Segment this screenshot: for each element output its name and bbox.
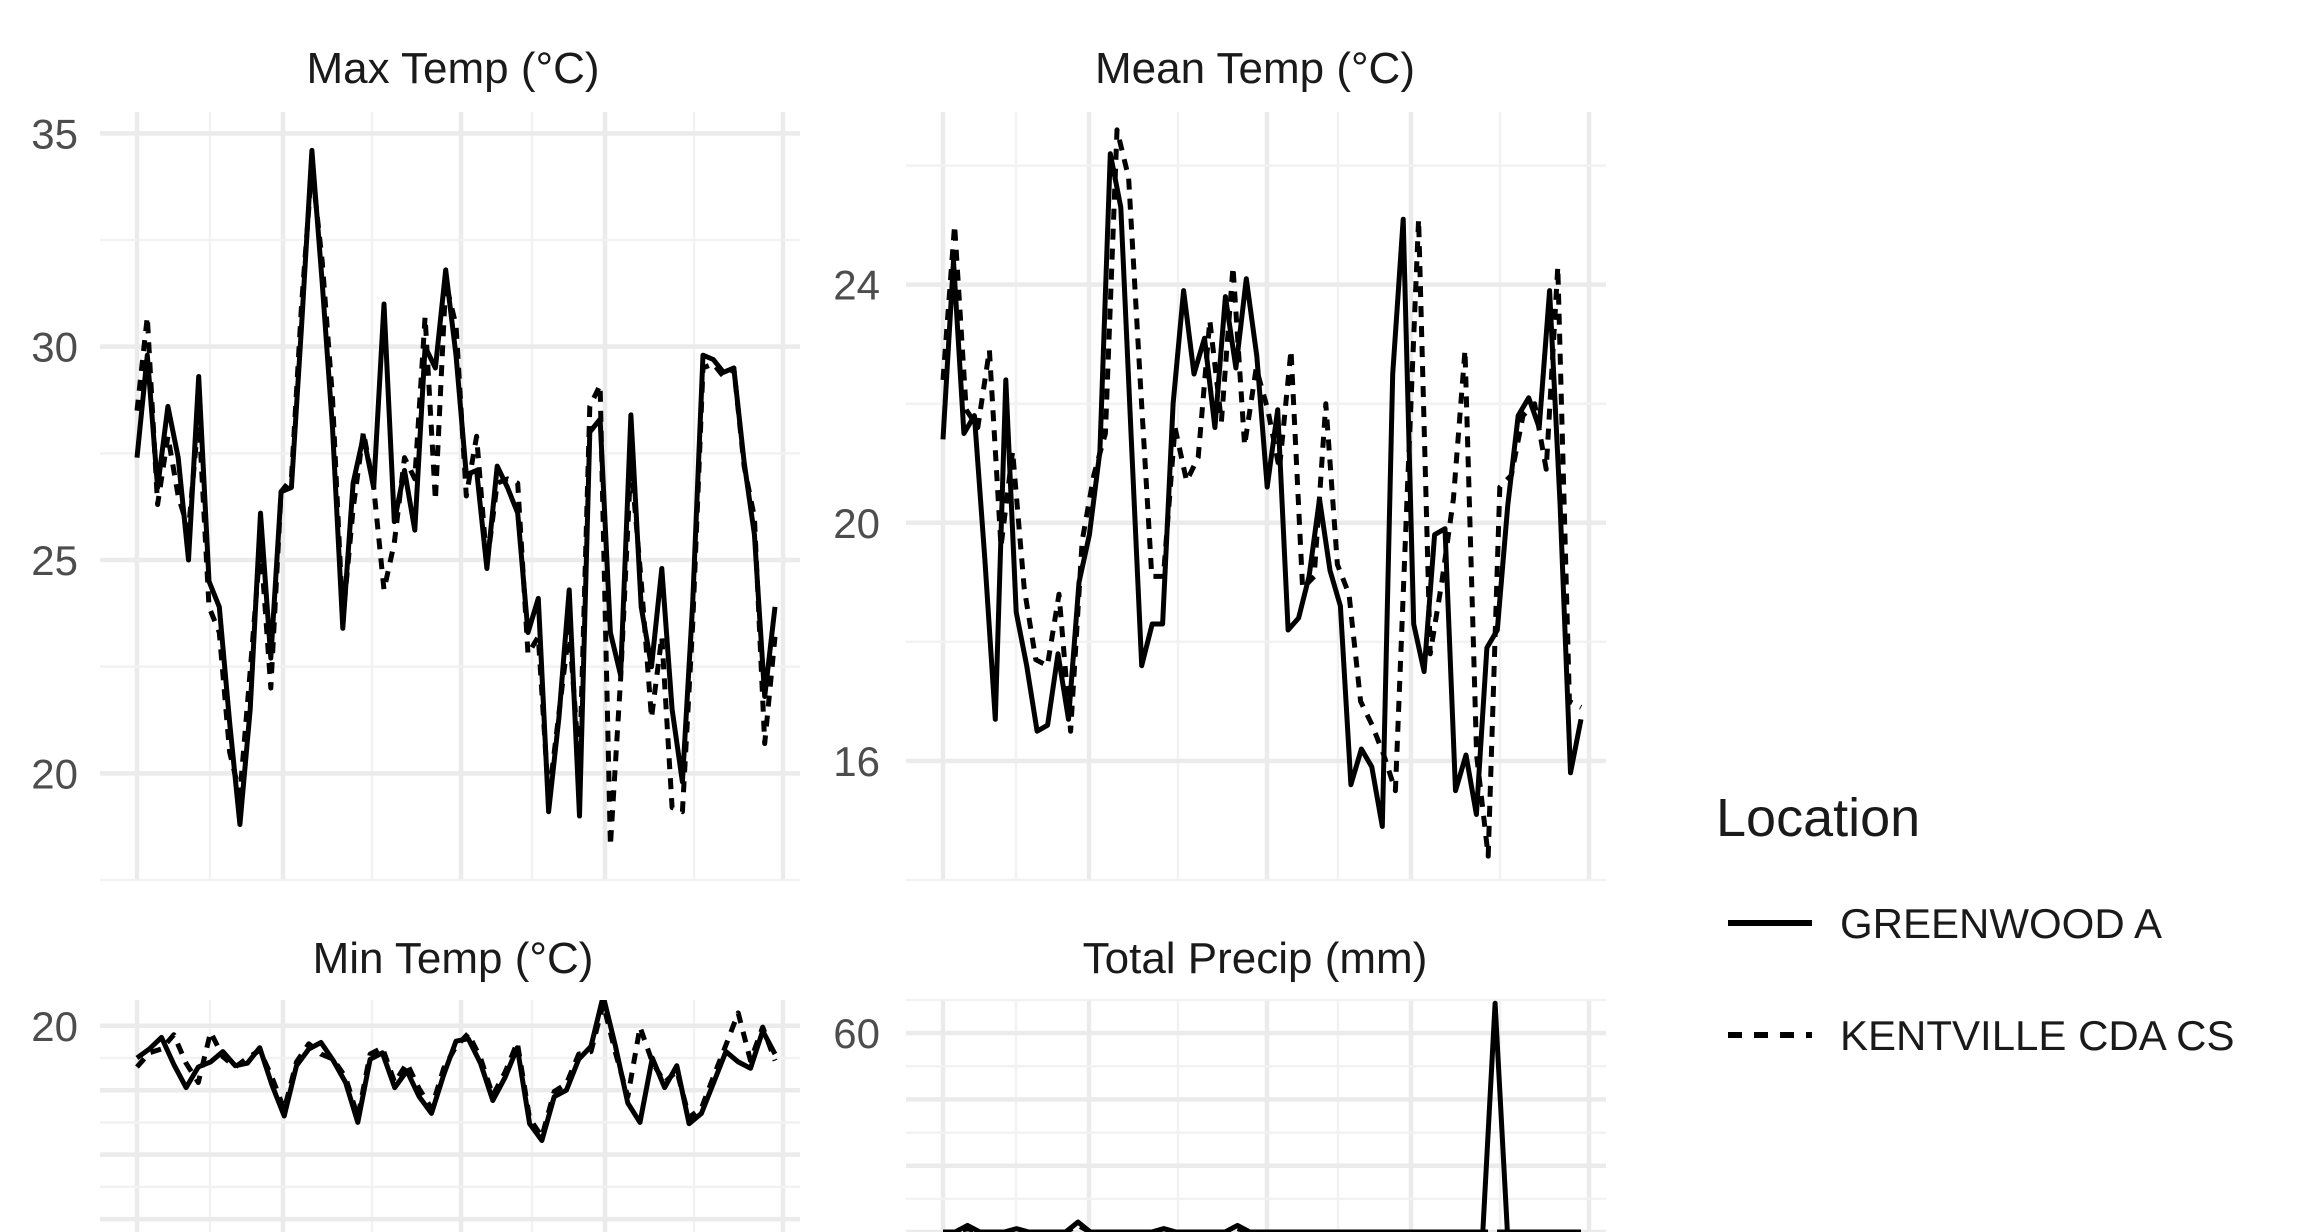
grid-total-precip <box>906 998 1606 1232</box>
legend-label-greenwood: GREENWOOD A <box>1840 900 2162 947</box>
y-ticks-max-temp: 20 25 30 35 <box>31 110 78 797</box>
panel-title-max-temp: Max Temp (°C) <box>306 44 599 93</box>
y-tick-label: 25 <box>31 537 78 584</box>
panel-total-precip: Total Precip (mm) 60 <box>833 934 1606 1232</box>
lines-mean-temp <box>940 127 1584 859</box>
lines-min-temp <box>135 1000 778 1143</box>
panel-title-total-precip: Total Precip (mm) <box>1083 934 1428 983</box>
lines-max-temp <box>134 147 778 849</box>
series-line-greenwood <box>134 147 778 827</box>
legend: Location GREENWOOD A KENTVILLE CDA CS <box>1716 788 2234 1059</box>
legend-title: Location <box>1716 788 1920 848</box>
panel-min-temp: Min Temp (°C) 20 <box>31 934 800 1232</box>
y-tick-label: 35 <box>31 110 78 157</box>
panel-max-temp: Max Temp (°C) 20 25 30 35 <box>31 44 800 882</box>
panel-title-min-temp: Min Temp (°C) <box>313 934 594 983</box>
panel-title-mean-temp: Mean Temp (°C) <box>1095 44 1415 93</box>
series-line-kentville <box>134 165 778 849</box>
y-tick-label: 20 <box>833 500 880 547</box>
series-line-greenwood <box>940 151 1584 829</box>
series-line-kentville <box>135 1001 778 1140</box>
grid-mean-temp <box>906 112 1606 882</box>
grid-max-temp <box>100 112 800 882</box>
series-line-kentville <box>940 127 1583 859</box>
y-ticks-mean-temp: 16 20 24 <box>833 262 880 785</box>
y-tick-label: 60 <box>833 1010 880 1057</box>
y-tick-label: 24 <box>833 262 880 309</box>
legend-label-kentville: KENTVILLE CDA CS <box>1840 1012 2234 1059</box>
y-tick-label: 30 <box>31 324 78 371</box>
y-ticks-total-precip: 60 <box>833 1010 880 1057</box>
panel-mean-temp: Mean Temp (°C) 16 20 24 <box>833 44 1606 882</box>
y-tick-label: 16 <box>833 738 880 785</box>
y-tick-label: 20 <box>31 1003 78 1050</box>
y-tick-label: 20 <box>31 750 78 797</box>
series-line-greenwood <box>135 1000 778 1143</box>
y-ticks-min-temp: 20 <box>31 1003 78 1050</box>
